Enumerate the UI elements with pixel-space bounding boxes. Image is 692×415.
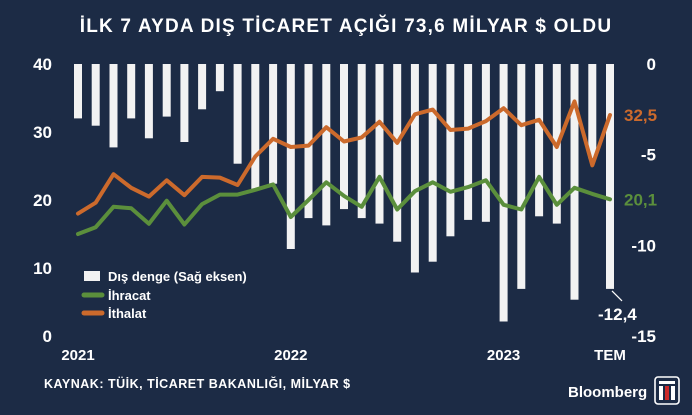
x-tick-tem: TEM [594,347,626,364]
bloomberg-logo-text: Bloomberg [568,384,647,401]
left-axis: 0 10 20 30 40 [33,55,52,346]
annotation-dis-denge-sag-eksen: -12,4 [598,305,637,324]
left-tick-30: 30 [33,123,52,142]
bar-2021-03 [109,64,118,148]
chart-title: İLK 7 AYDA DIŞ TİCARET AÇIĞI 73,6 MİLYAR… [80,15,613,37]
legend-swatch-dis-denge [84,271,100,281]
bar-2021-06 [162,64,171,117]
end-annotations: 32,5 20,1 -12,4 [598,106,657,324]
right-tick-minus-15: -15 [631,327,656,346]
bar-2021-11 [251,64,260,190]
left-tick-0: 0 [43,327,52,346]
bar-2021-09 [215,64,224,92]
bar-series-dis-denge [74,64,614,322]
bar-2022-11 [464,64,473,220]
line-ihracat [76,174,612,236]
legend-label-ihracat: İhracat [108,288,151,303]
bloomberg-logo: Bloomberg [568,376,680,405]
bar-2022-02 [304,64,313,219]
newspaper-masthead-icon [654,376,680,405]
x-tick-2022: 2022 [274,347,307,364]
bar-2022-05 [357,64,366,219]
bar-2022-12 [481,64,490,222]
bar-2023-01 [499,64,508,322]
legend-label-ithalat: İthalat [108,306,147,321]
line-ithalat [76,99,612,216]
left-tick-10: 10 [33,259,52,278]
bar-2022-10 [446,64,455,237]
bar-2022-04 [340,64,348,210]
bar-2021-01 [74,64,82,119]
right-tick-0: 0 [647,55,656,74]
right-axis: 0 -5 -10 -15 [631,55,656,346]
source-note: KAYNAK: TÜİK, TİCARET BAKANLIĞI, MİLYAR … [44,376,351,391]
bar-2022-07 [393,64,402,242]
x-axis: 2021 2022 2023 TEM [61,347,626,364]
bar-2021-04 [127,64,136,119]
bar-2022-03 [322,64,331,226]
bar-2022-01 [286,64,295,249]
left-tick-20: 20 [33,191,52,210]
bar-2022-09 [428,64,437,262]
bar-2021-12 [269,64,278,184]
line-series-group [76,99,612,236]
bar-2021-02 [91,64,100,126]
x-tick-2023: 2023 [487,347,520,364]
bar-2023-05 [570,64,579,300]
bar-2023-03 [535,64,544,217]
bar-2022-08 [410,64,419,273]
bar-2023-02 [517,64,526,289]
bar-2023-06 [588,64,597,159]
left-tick-40: 40 [33,55,52,74]
annotation-ithalat: 32,5 [624,106,657,125]
annotation-leader-dis-denge [611,290,623,302]
right-tick-minus-10: -10 [631,236,656,255]
bar-2021-08 [198,64,207,110]
bar-2021-07 [180,64,189,142]
bar-2022-06 [375,64,384,224]
bar-2023-07 [606,64,614,289]
legend-label-dis-denge: Dış denge (Sağ eksen) [108,269,247,284]
legend: Dış denge (Sağ eksen) İhracat İthalat [81,269,247,321]
annotation-ihracat: 20,1 [624,190,657,209]
bar-2021-05 [144,64,153,139]
x-tick-2021: 2021 [61,347,94,364]
bar-2021-10 [233,64,242,164]
right-tick-minus-5: -5 [641,146,656,165]
